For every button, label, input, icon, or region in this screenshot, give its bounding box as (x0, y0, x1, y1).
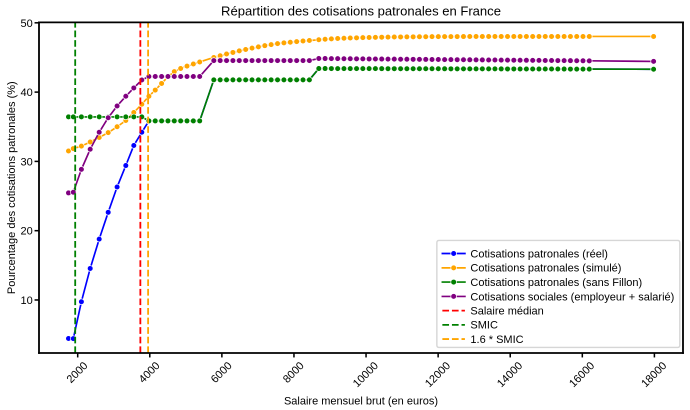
svg-text:30: 30 (21, 156, 33, 168)
svg-text:Cotisations sociales (employeu: Cotisations sociales (employeur + salari… (470, 291, 674, 303)
svg-text:20: 20 (21, 226, 33, 238)
svg-text:50: 50 (21, 18, 33, 30)
svg-text:Répartition des cotisations pa: Répartition des cotisations patronales e… (221, 4, 501, 19)
svg-text:40: 40 (21, 87, 33, 99)
svg-text:Cotisations patronales (sans F: Cotisations patronales (sans Fillon) (470, 277, 642, 289)
svg-text:SMIC: SMIC (470, 320, 498, 332)
svg-text:Salaire médian: Salaire médian (470, 305, 543, 317)
svg-text:10: 10 (21, 295, 33, 307)
svg-text:Cotisations patronales (réel): Cotisations patronales (réel) (470, 248, 608, 260)
svg-text:Salaire mensuel brut (en euros: Salaire mensuel brut (en euros) (284, 395, 438, 407)
svg-text:1.6 * SMIC: 1.6 * SMIC (470, 334, 523, 346)
svg-text:Pourcentage des cotisations pa: Pourcentage des cotisations patronales (… (6, 81, 18, 294)
svg-text:Cotisations patronales (simulé: Cotisations patronales (simulé) (470, 263, 621, 275)
